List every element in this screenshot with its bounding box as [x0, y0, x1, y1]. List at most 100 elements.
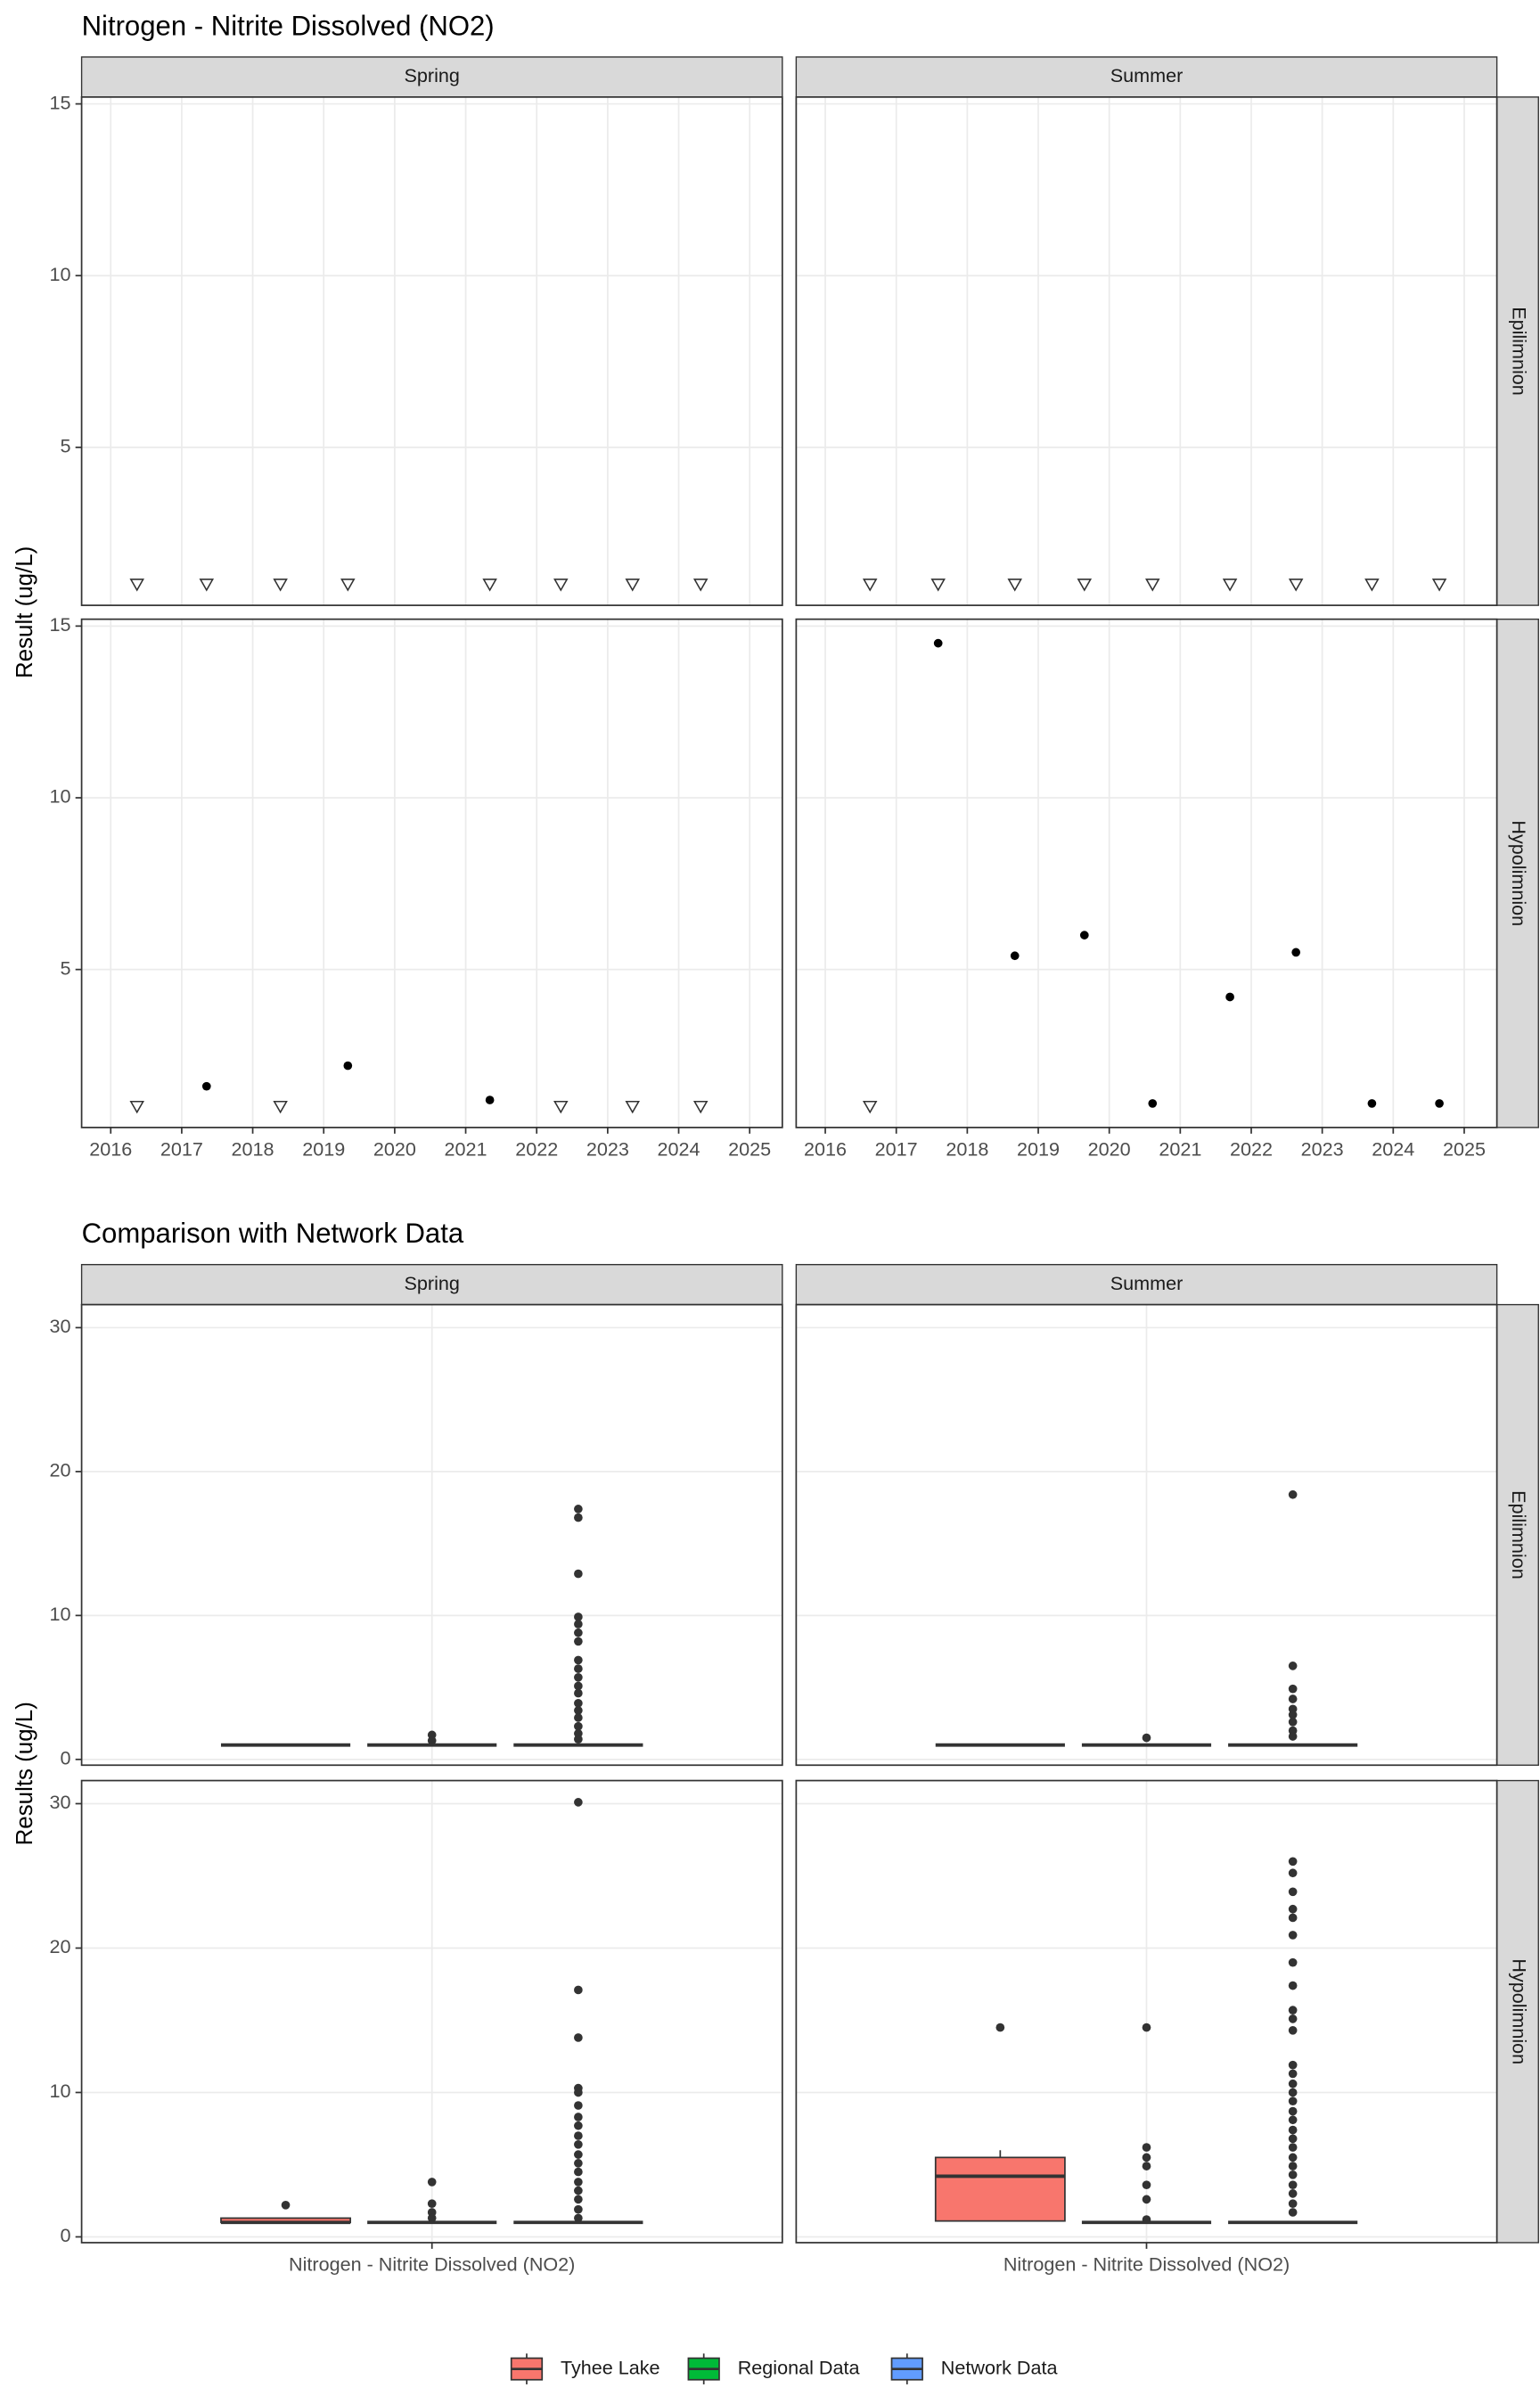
strip [1495, 618, 1539, 1128]
strip [795, 56, 1498, 98]
outlier [574, 2088, 583, 2097]
outlier [1288, 2096, 1298, 2106]
outlier [574, 2150, 583, 2159]
outlier [1288, 2006, 1298, 2014]
outlier [574, 1513, 583, 1522]
outlier [1142, 2180, 1151, 2189]
strip [80, 56, 783, 98]
x-tick-label: 2018 [946, 1138, 988, 1161]
y-tick-label: 5 [60, 956, 70, 979]
outlier [1288, 1732, 1298, 1741]
panel-border [795, 1779, 1498, 2244]
y-tick-label: 0 [60, 2224, 70, 2246]
x-tick-label: 2023 [1301, 1138, 1344, 1161]
outlier [1288, 2199, 1298, 2209]
x-tick-label: 2020 [1088, 1138, 1131, 1161]
outlier [574, 2121, 583, 2130]
outlier [1288, 1887, 1298, 1897]
outlier [574, 1505, 583, 1514]
outlier [281, 2201, 291, 2210]
non-detect-point [340, 578, 356, 592]
panel-border [80, 618, 783, 1128]
panel [81, 619, 782, 1128]
chart-title: Comparison with Network Data [82, 1218, 464, 1249]
box [934, 2156, 1066, 2222]
x-tick-label: Nitrogen - Nitrite Dissolved (NO2) [289, 2253, 575, 2276]
outlier [574, 2113, 583, 2121]
outlier [1288, 2208, 1298, 2217]
chart-title: Nitrogen - Nitrite Dissolved (NO2) [82, 10, 495, 41]
strip-label: Hypolimnion [1508, 1958, 1530, 2064]
non-detect-point [553, 1100, 569, 1114]
outlier [574, 2131, 583, 2140]
outlier [574, 1620, 583, 1629]
panel-border [795, 95, 1498, 606]
outlier [574, 1664, 583, 1673]
panel-border [795, 1303, 1498, 1767]
strip [1495, 96, 1539, 606]
outlier [1288, 2134, 1298, 2144]
y-axis-label: Results (ug/L) [12, 1702, 37, 1845]
x-tick-label: 2016 [804, 1138, 847, 1161]
outlier [1288, 2069, 1298, 2079]
non-detect-point [625, 578, 640, 592]
outlier [574, 2186, 583, 2195]
outlier [1288, 1662, 1298, 1670]
outlier [1288, 1957, 1298, 1967]
outlier [1142, 2162, 1151, 2170]
strip-label: Epilimnion [1508, 307, 1530, 396]
non-detect-point [625, 1100, 640, 1114]
y-tick-label: 20 [49, 1459, 70, 1481]
outlier [574, 2213, 583, 2223]
outlier [1288, 2189, 1298, 2198]
non-detect-point [862, 578, 878, 592]
non-detect-point [129, 578, 144, 592]
y-tick-label: 10 [49, 785, 70, 808]
outlier [1288, 2143, 1298, 2152]
outlier [1288, 2106, 1298, 2116]
outlier [1142, 2153, 1151, 2162]
non-detect-point [482, 578, 497, 592]
outlier [574, 1672, 583, 1682]
strip [795, 1263, 1498, 1306]
x-tick-label: 2022 [1230, 1138, 1273, 1161]
outlier [574, 1655, 583, 1665]
point [343, 1061, 353, 1071]
outlier [574, 2101, 583, 2110]
outlier [574, 1721, 583, 1731]
y-tick-label: 30 [49, 1315, 70, 1337]
outlier [427, 2213, 437, 2223]
non-detect-point [692, 1100, 709, 1114]
outlier [574, 1612, 583, 1621]
non-detect-point [1077, 578, 1093, 592]
outlier [1288, 2014, 1298, 2023]
panel-border [795, 618, 1498, 1128]
y-tick-label: 15 [49, 91, 70, 113]
panel-border [80, 1779, 783, 2244]
outlier [574, 1569, 583, 1579]
y-tick-label: 5 [60, 435, 70, 457]
non-detect-point [553, 578, 569, 592]
outlier [574, 2139, 583, 2149]
outlier [427, 2178, 437, 2187]
outlier [1288, 1718, 1298, 1727]
outlier [1288, 2088, 1298, 2097]
y-tick-label: 20 [49, 1935, 70, 1957]
point [201, 1081, 211, 1091]
outlier [1142, 1733, 1151, 1743]
outlier [1288, 1694, 1298, 1703]
outlier [574, 2033, 583, 2042]
x-tick-label: 2019 [302, 1138, 345, 1161]
x-tick-label: 2017 [875, 1138, 918, 1161]
outlier [1288, 2162, 1298, 2170]
outlier [574, 2195, 583, 2204]
outlier [1288, 1868, 1298, 1878]
point [1079, 931, 1089, 940]
x-tick-label: 2024 [658, 1138, 700, 1161]
outlier [1288, 2079, 1298, 2088]
outlier [1288, 2025, 1298, 2035]
point [485, 1095, 495, 1104]
non-detect-point [1364, 578, 1380, 592]
panel [81, 96, 782, 606]
